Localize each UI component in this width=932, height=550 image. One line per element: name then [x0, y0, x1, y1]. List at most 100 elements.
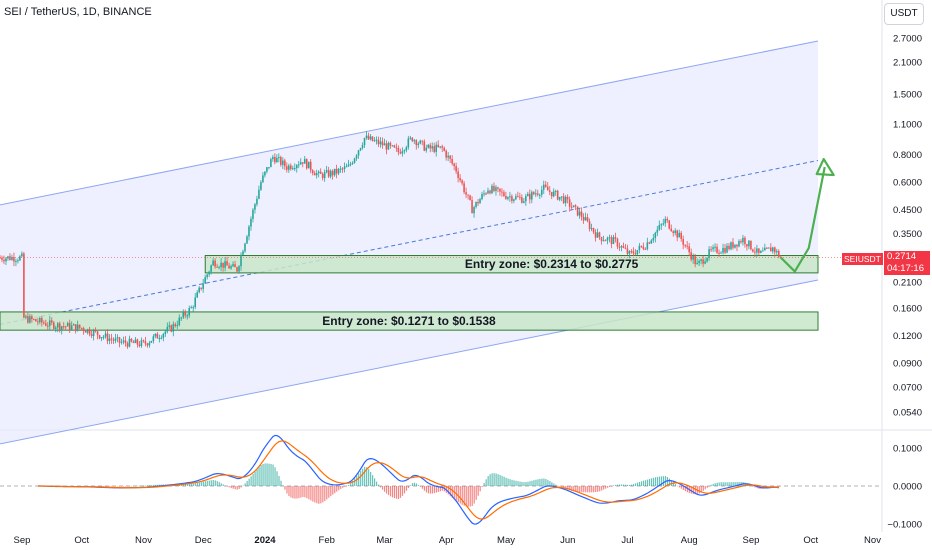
candle-body — [415, 140, 418, 146]
macd-histogram-bar — [636, 482, 639, 486]
macd-histogram-bar — [680, 486, 682, 489]
candle-body — [212, 260, 214, 266]
candle-body — [638, 245, 641, 250]
macd-histogram-bar — [714, 483, 716, 486]
candle-body — [646, 242, 649, 250]
macd-histogram-bar — [210, 480, 212, 486]
candle-body — [658, 225, 661, 230]
candle-body — [365, 135, 368, 138]
macd-histogram-bar — [264, 463, 266, 486]
macd-histogram-bar — [459, 486, 461, 504]
candle-body — [513, 199, 515, 201]
macd-histogram-bar — [298, 486, 300, 499]
macd-histogram-bar — [103, 486, 105, 487]
candle-body — [688, 246, 690, 253]
candle-body — [353, 158, 356, 163]
macd-histogram-bar — [403, 486, 406, 494]
macd-histogram-bar — [531, 480, 533, 486]
candle-body — [429, 144, 432, 149]
macd-histogram-bar — [278, 475, 280, 486]
candle-body — [417, 143, 420, 146]
macd-histogram-bar — [569, 486, 571, 491]
candle-body — [148, 342, 151, 346]
macd-histogram-bar — [662, 476, 665, 486]
candle-body — [106, 333, 109, 341]
macd-histogram-bar — [704, 486, 706, 490]
macd-histogram-bar — [429, 486, 431, 494]
candle-body — [94, 330, 97, 332]
candle-body — [756, 248, 758, 253]
candle-body — [307, 161, 310, 169]
macd-histogram-bar — [427, 486, 429, 494]
price-tick-label: 2.7000 — [893, 34, 922, 45]
currency-button[interactable]: USDT — [884, 3, 924, 25]
candle-body — [457, 171, 459, 178]
candle-body — [676, 230, 679, 238]
candle-body — [286, 166, 288, 170]
candle-body — [260, 182, 262, 190]
macd-histogram-bar — [272, 464, 274, 486]
candle-body — [770, 247, 772, 252]
macd-histogram-bar — [736, 482, 738, 486]
candle-body — [112, 339, 115, 341]
candle-body — [62, 326, 65, 328]
macd-histogram-bar — [328, 486, 330, 498]
macd-histogram-bar — [334, 486, 336, 494]
candle-body — [68, 323, 71, 330]
macd-histogram-bar — [521, 481, 523, 486]
macd-histogram-bar — [499, 474, 501, 486]
macd-histogram-bar — [561, 486, 563, 488]
macd-histogram-bar — [294, 486, 296, 499]
candle-body — [80, 327, 83, 329]
macd-histogram-bar — [99, 486, 101, 487]
macd-histogram-bar — [626, 484, 629, 486]
channel-upper-line — [0, 40, 819, 206]
macd-histogram-bar — [417, 484, 420, 486]
macd-histogram-bar — [230, 486, 232, 489]
macd-histogram-bar — [383, 486, 386, 492]
macd-histogram-bar — [411, 483, 414, 486]
candle-body — [204, 277, 206, 284]
time-tick-label: Sep — [14, 535, 31, 546]
macd-histogram-bar — [541, 478, 543, 486]
macd-histogram-bar — [336, 486, 338, 492]
macd-histogram-bar — [372, 475, 374, 486]
macd-histogram-bar — [493, 473, 495, 486]
macd-histogram-bar — [433, 486, 435, 494]
macd-histogram-bar — [559, 486, 561, 487]
candle-body — [648, 242, 651, 244]
candle-body — [130, 338, 133, 342]
candle-body — [64, 326, 67, 328]
macd-histogram-bar — [226, 486, 228, 487]
macd-histogram-bar — [356, 475, 358, 486]
candle-body — [164, 331, 167, 334]
macd-histogram-bar — [469, 486, 471, 507]
candle-body — [174, 324, 177, 327]
macd-histogram-bar — [535, 479, 537, 486]
candle-body — [43, 322, 45, 324]
macd-histogram-bar — [280, 480, 282, 486]
macd-histogram-bar — [515, 480, 517, 486]
macd-histogram-bar — [644, 480, 647, 486]
macd-signal-line — [37, 440, 779, 520]
macd-histogram-bar — [481, 486, 483, 488]
candle-body — [363, 137, 366, 146]
macd-histogram-bar — [123, 486, 125, 487]
candle-body — [0, 257, 1, 259]
macd-histogram-bar — [690, 486, 692, 494]
candle-body — [45, 323, 47, 326]
candle-body — [166, 327, 169, 332]
macd-histogram-bar — [583, 486, 585, 493]
candle-body — [387, 142, 390, 150]
macd-histogram-bar — [613, 485, 615, 486]
macd-tick-label: 0.1000 — [893, 444, 922, 455]
macd-histogram-bar — [391, 486, 394, 498]
candle-body — [303, 159, 306, 164]
macd-histogram-bar — [676, 485, 678, 487]
macd-histogram-bar — [678, 486, 680, 488]
candle-body — [704, 261, 706, 264]
macd-histogram-bar — [587, 486, 589, 493]
candle-body — [642, 246, 645, 249]
macd-histogram-bar — [296, 486, 298, 499]
